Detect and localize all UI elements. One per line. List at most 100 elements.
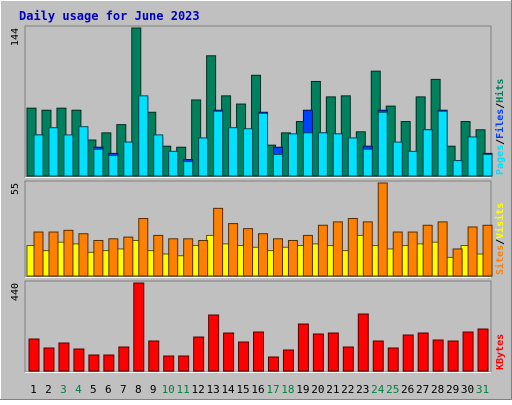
bar-kbytes-day-23 [357,313,369,372]
bar-kbytes-day-16 [253,331,265,372]
bar-pages-day-5 [93,148,104,177]
bar-kbytes-day-24 [372,340,384,372]
bar-sites-day-10 [168,238,179,277]
day-label-10: 10 [162,383,175,396]
bar-kbytes-day-3 [58,342,70,372]
bar-pages-day-16 [258,112,269,177]
bar-pages-day-31 [482,153,493,177]
bar-kbytes-day-26 [402,334,414,372]
bar-sites-day-14 [228,223,239,277]
day-label-29: 29 [446,383,459,396]
day-label-19: 19 [296,383,309,396]
bar-kbytes-day-21 [327,332,339,372]
bar-pages-day-8 [138,95,149,177]
bar-pages-day-1 [33,134,44,177]
bar-pages-day-22 [347,137,358,177]
bar-kbytes-day-15 [238,341,250,372]
bar-kbytes-day-13 [208,314,220,372]
day-label-13: 13 [206,383,219,396]
bar-sites-day-8 [138,218,149,277]
bar-pages-day-7 [123,141,134,177]
bar-kbytes-day-7 [118,346,130,372]
bar-pages-day-23 [362,148,373,177]
day-label-21: 21 [326,383,339,396]
bar-sites-day-30 [467,226,478,277]
day-label-22: 22 [341,383,354,396]
day-label-17: 17 [266,383,279,396]
bar-pages-day-6 [108,154,119,177]
bar-kbytes-day-9 [148,340,160,372]
panel-kbytes: 440 KBytes [10,280,506,373]
panels: 144Pages/Files/Hits55Sites/Visits440KByt… [10,25,506,373]
legend-separator: / [495,239,506,245]
day-label-27: 27 [416,383,429,396]
bar-sites-day-27 [422,224,433,277]
day-label-5: 5 [90,383,97,396]
legend-item-sites: Sites [494,245,506,275]
bar-kbytes-day-30 [462,331,474,372]
day-label-24: 24 [371,383,385,396]
bar-pages-day-11 [183,161,194,177]
day-label-12: 12 [192,383,205,396]
day-label-26: 26 [401,383,414,396]
day-label-15: 15 [236,383,249,396]
bar-pages-day-2 [48,127,59,177]
bar-kbytes-day-8 [133,282,145,372]
bar-kbytes-day-2 [43,347,55,372]
bar-sites-day-19 [302,234,313,277]
bar-sites-day-28 [437,221,448,277]
day-label-16: 16 [251,383,264,396]
bar-pages-day-17 [272,153,283,177]
bar-kbytes-day-12 [193,336,205,372]
bar-kbytes-day-6 [103,354,115,372]
bar-sites-day-12 [198,239,209,277]
legend-hits-files-pages: Pages/Files/Hits [494,79,506,175]
day-label-31: 31 [476,383,489,396]
bar-sites-day-25 [392,231,403,277]
bar-pages-day-30 [467,136,478,177]
bar-pages-day-27 [422,129,433,177]
bar-kbytes-day-4 [73,348,85,372]
bar-sites-day-6 [108,238,119,277]
bar-pages-day-12 [198,137,209,177]
bar-sites-day-2 [48,231,59,277]
chart-title: Daily usage for June 2023 [19,9,200,23]
bar-pages-day-28 [437,110,448,177]
bar-pages-day-26 [407,150,418,177]
legend-item-visits: Visits [494,203,506,239]
day-label-30: 30 [461,383,474,396]
bar-sites-day-15 [243,228,254,277]
day-label-11: 11 [177,383,190,396]
bar-kbytes-day-25 [387,347,399,372]
bar-sites-day-3 [63,229,74,277]
bar-pages-day-15 [243,128,254,177]
bar-pages-day-24 [377,111,388,177]
bar-sites-day-9 [153,234,164,277]
bar-pages-day-29 [452,160,463,177]
bar-kbytes-day-10 [163,355,175,372]
bar-pages-day-3 [63,134,74,177]
legend-separator: / [495,139,506,145]
bar-sites-day-7 [123,236,134,277]
bar-pages-day-13 [213,110,224,177]
day-label-7: 7 [120,383,127,396]
bar-kbytes-day-18 [282,349,294,372]
bar-pages-day-18 [287,133,298,177]
bar-kbytes-day-20 [312,333,324,372]
day-label-6: 6 [105,383,112,396]
day-label-14: 14 [221,383,235,396]
bar-pages-day-19 [302,132,313,177]
bar-sites-day-1 [33,231,44,277]
scale-label: 55 [10,183,21,195]
bar-kbytes-day-28 [432,339,444,372]
day-label-25: 25 [386,383,399,396]
bar-sites-day-16 [258,233,269,277]
bar-pages-day-21 [332,133,343,177]
bar-sites-day-18 [287,239,298,277]
bar-sites-day-22 [347,218,358,277]
scale-label: 440 [10,283,21,301]
day-axis: 1 2 3 4 5 6 7 8 9 10 11 12 13 14 15 16 17 18 19 20 21 22 23 24 2… [30,383,489,396]
legend-kbytes: KBytes [495,334,506,370]
bar-kbytes-day-11 [178,355,190,372]
